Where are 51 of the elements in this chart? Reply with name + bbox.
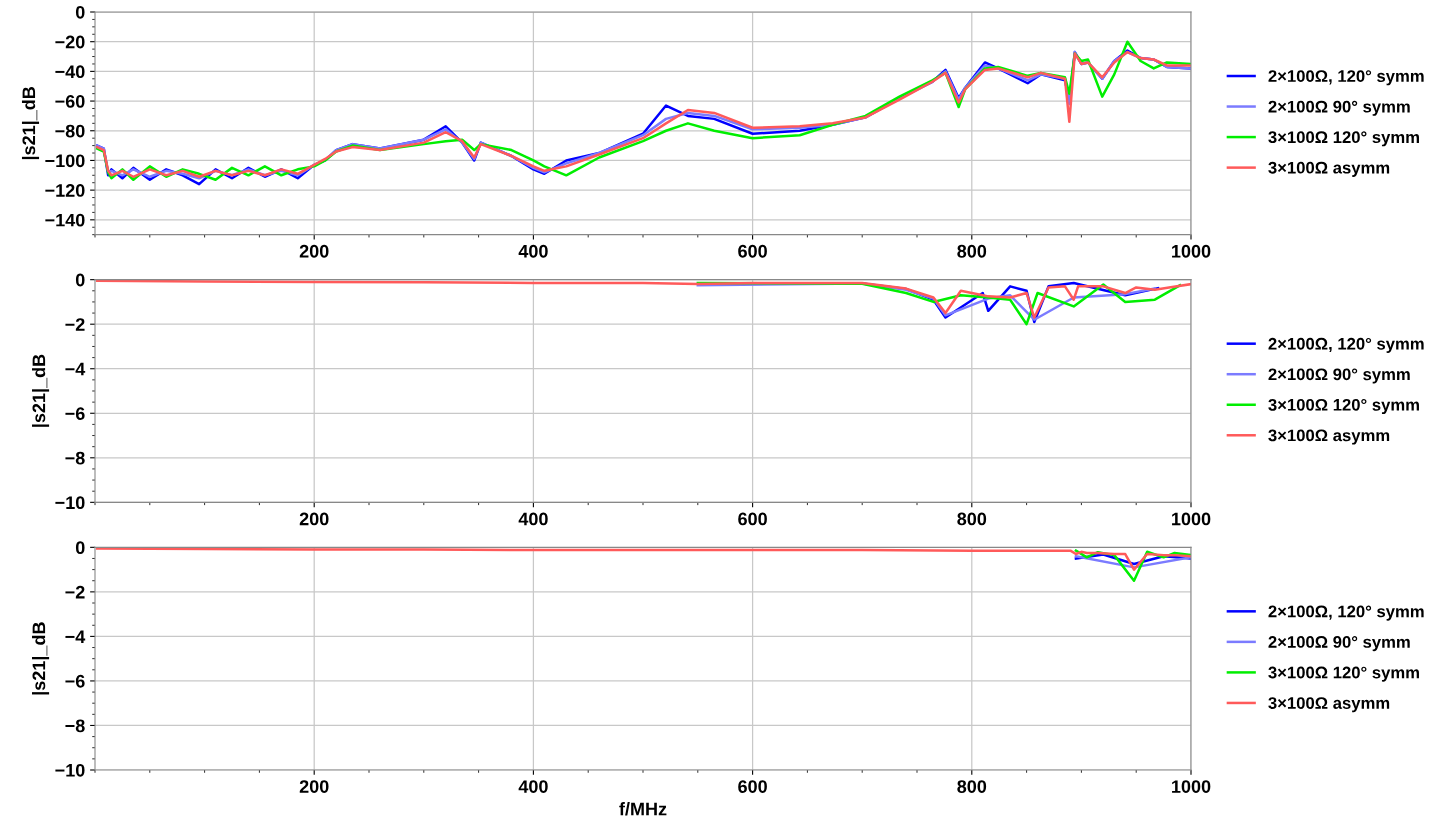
x-tick-label: 1000	[1172, 780, 1211, 793]
x-tick-label: 400	[518, 780, 548, 793]
y-tick-label: −2	[65, 585, 85, 599]
legend-label: 2×100Ω 90° symm	[1268, 368, 1410, 384]
y-tick-label: −6	[65, 407, 85, 420]
legend-label: 2×100Ω 90° symm	[1268, 100, 1410, 116]
x-tick-label: 200	[299, 512, 329, 526]
y-tick-label: −120	[45, 184, 85, 197]
y-tick-label: −40	[55, 65, 85, 79]
y-tick-label: −10	[55, 763, 85, 777]
x-tick-label: 800	[957, 512, 987, 526]
y-tick-label: −8	[65, 451, 85, 465]
legend-label: 3×100Ω asymm	[1268, 161, 1390, 177]
x-tick-label: 200	[299, 244, 329, 258]
y-tick-label: 0	[75, 273, 85, 287]
legend-label: 2×100Ω, 120° symm	[1268, 337, 1424, 353]
y-tick-label: −10	[55, 496, 85, 510]
x-tick-label: 1000	[1172, 244, 1211, 258]
y-tick-label: −2	[65, 318, 85, 331]
legend-label: 2×100Ω, 120° symm	[1268, 605, 1424, 621]
x-axis-title: f/MHz	[619, 802, 667, 816]
x-tick-label: 1000	[1172, 512, 1211, 526]
legend-label: 3×100Ω asymm	[1268, 697, 1390, 713]
y-tick-label: −8	[65, 719, 85, 733]
legend-label: 3×100Ω asymm	[1268, 429, 1390, 445]
y-tick-label: −4	[65, 362, 86, 376]
x-tick-label: 400	[518, 512, 548, 526]
x-tick-label: 800	[957, 780, 987, 793]
y-axis-title: |s21|_dB	[32, 622, 50, 695]
legend-label: 2×100Ω, 120° symm	[1268, 70, 1424, 86]
y-tick-label: −80	[55, 124, 85, 138]
y-tick-label: −140	[45, 213, 85, 227]
y-tick-label: 0	[75, 5, 85, 19]
y-tick-label: −20	[55, 35, 85, 49]
x-tick-label: 800	[957, 244, 987, 258]
legend-label: 3×100Ω 120° symm	[1268, 666, 1419, 682]
y-tick-label: −100	[45, 154, 85, 168]
y-tick-label: −4	[65, 630, 86, 643]
x-tick-label: 600	[738, 780, 767, 793]
y-axis-title: |s21|_dB	[32, 354, 50, 427]
y-tick-label: −6	[65, 674, 85, 688]
y-tick-label: 0	[75, 541, 85, 555]
x-tick-label: 600	[738, 244, 767, 258]
x-tick-label: 600	[738, 512, 767, 526]
legend-label: 3×100Ω 120° symm	[1268, 398, 1419, 415]
legend-label: 3×100Ω 120° symm	[1268, 131, 1419, 147]
x-tick-label: 400	[518, 244, 548, 258]
x-tick-label: 200	[299, 780, 329, 793]
legend-label: 2×100Ω 90° symm	[1268, 636, 1410, 652]
y-tick-label: −60	[55, 95, 85, 108]
y-axis-title: |s21|_dB	[21, 86, 40, 160]
